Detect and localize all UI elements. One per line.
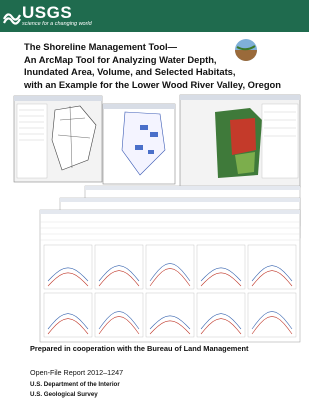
screenshot-right [179,94,301,188]
thumbnail-chart [145,244,195,290]
title-line: with an Example for the Lower Wood River… [24,78,281,90]
page: USGS science for a changing world The Sh… [0,0,309,400]
thumbnail-chart [247,292,297,338]
thumbnail-chart [98,316,140,335]
thumbnail-chart [47,272,89,287]
agency: U.S. Geological Survey [30,391,98,398]
thumbnail-chart [47,318,89,335]
thumbnail-chart [200,272,242,287]
thumbnail-chart [149,263,191,282]
thumbnail-chart [251,270,293,287]
report-number: Open-File Report 2012–1247 [30,368,124,377]
thumbnail-chart [98,265,140,282]
thumbnail-chart [98,311,140,330]
screenshot-left [13,95,103,183]
logo-text: USGS [22,3,73,22]
thumbnail-chart [251,316,293,335]
thumbnail-chart [251,311,293,330]
thumbnail-chart [251,265,293,282]
screenshot-middle [102,103,176,185]
thumbnail-chart [149,320,191,335]
tagline: science for a changing world [22,21,92,27]
collage [13,39,301,343]
spreadsheet-front [39,209,301,343]
thumbnail-chart [200,318,242,335]
thumbnail-chart [149,268,191,287]
thumbnail-chart [47,267,89,282]
cooperation: Prepared in cooperation with the Bureau … [30,344,249,353]
thumbnail-chart [200,267,242,282]
header-band: USGS science for a changing world [0,0,309,32]
title-line: An ArcMap Tool for Analyzing Water Depth… [24,53,217,65]
thumbnail-chart [94,292,144,338]
thumbnail-chart [98,270,140,287]
logo-mark [3,13,21,25]
title: The Shoreline Management Tool— An ArcMap… [24,41,281,91]
title-line: Inundated Area, Volume, and Selected Hab… [24,66,236,77]
thumbnail-chart [47,313,89,330]
department: U.S. Department of the Interior [30,381,120,388]
thumbnail-chart [200,313,242,330]
icon [235,39,257,61]
title-line: The Shoreline Management Tool— [24,41,177,52]
thumbnail-chart [149,315,191,330]
